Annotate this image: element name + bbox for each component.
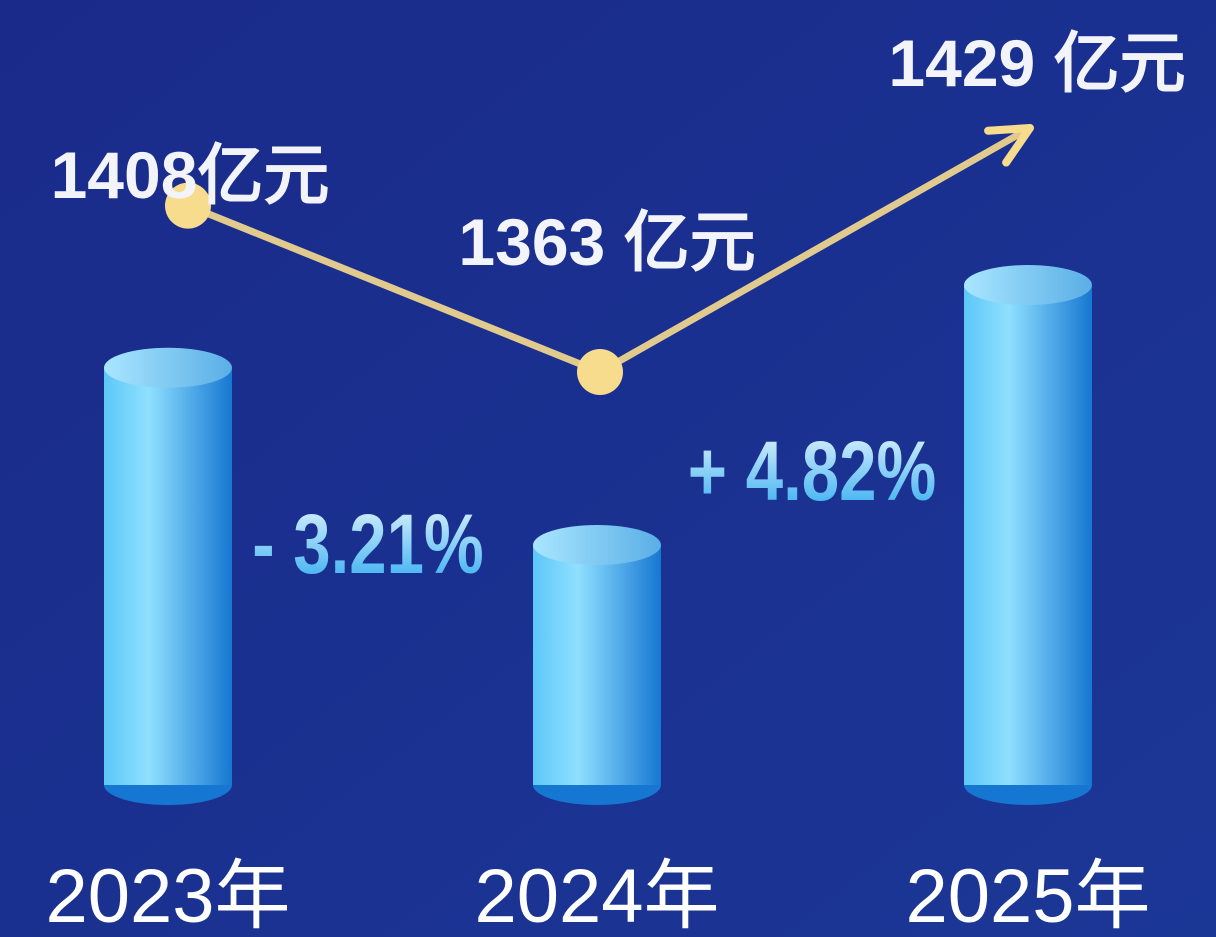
value-label: 1408亿元: [51, 138, 330, 212]
x-tick-label: 2024年: [474, 854, 719, 937]
bar-cap: [104, 347, 232, 388]
bar: [104, 367, 232, 785]
x-tick-label: 2023年: [45, 854, 290, 937]
bar-cap: [964, 265, 1092, 305]
trend-dot: [577, 349, 623, 395]
bar-cap: [533, 525, 661, 565]
x-tick-label: 2025年: [905, 854, 1150, 937]
arrow-head: [984, 124, 1034, 167]
growth-annotation: - 3.21%: [252, 498, 484, 592]
bar: [964, 285, 1092, 785]
trend-dot: [165, 182, 211, 229]
value-label: 1363 亿元: [458, 205, 755, 279]
value-label: 1429 亿元: [888, 26, 1185, 100]
growth-annotation: + 4.82%: [688, 425, 936, 519]
annotation-text: - 3.21%: [252, 498, 484, 592]
annotation-text: + 4.82%: [688, 425, 936, 519]
bar: [533, 545, 661, 785]
